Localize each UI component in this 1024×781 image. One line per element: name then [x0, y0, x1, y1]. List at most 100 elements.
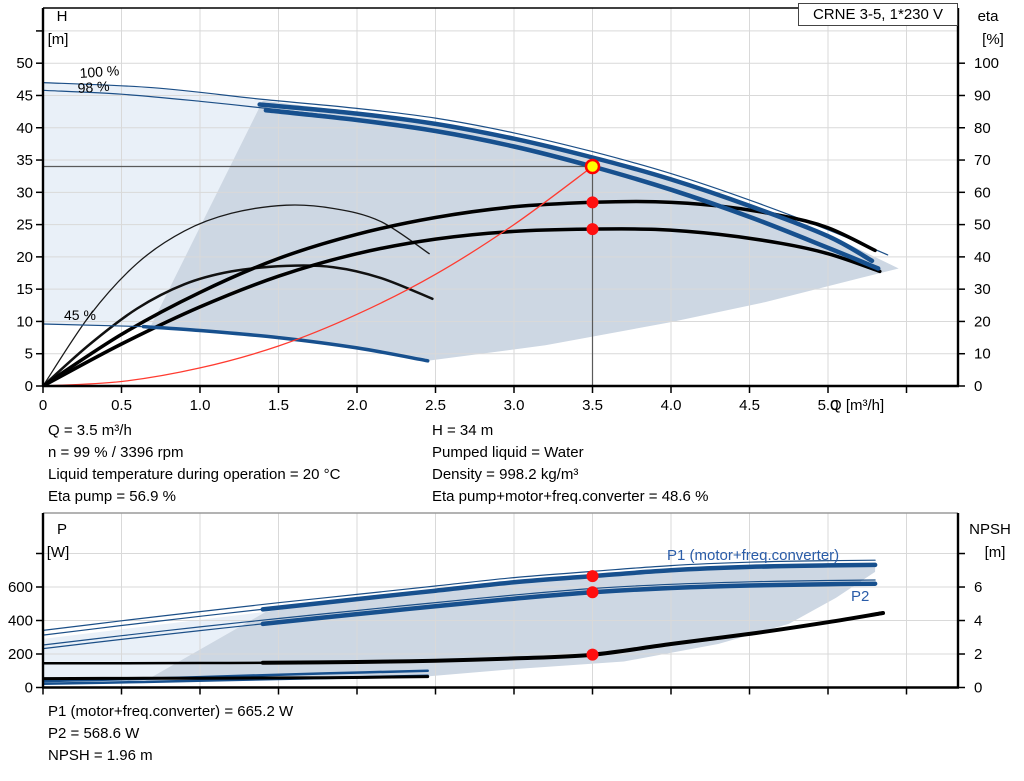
svg-text:[m]: [m]	[985, 544, 1006, 561]
info-line-liquid: Pumped liquid = Water	[432, 444, 584, 461]
info-line-n: n = 99 % / 3396 rpm	[48, 444, 184, 461]
curve-100pct	[257, 102, 875, 264]
region-envelope-light	[43, 82, 263, 328]
svg-text:0: 0	[25, 680, 33, 697]
value-marker	[586, 648, 599, 661]
axis-tick-labels: 0510152025303540455001020304050607080901…	[16, 8, 1004, 414]
value-marker	[586, 223, 599, 236]
axis-ticks	[36, 552, 965, 695]
curve-system-red	[42, 165, 594, 387]
svg-text:P: P	[57, 521, 67, 538]
svg-text:4.5: 4.5	[739, 397, 760, 414]
curve-label: 98 %	[77, 78, 110, 96]
svg-text:45: 45	[16, 87, 33, 104]
curve-p1-upper-thin	[42, 559, 876, 631]
svg-text:1.0: 1.0	[190, 397, 211, 414]
curve-eta-total-45	[42, 264, 434, 387]
svg-text:20: 20	[974, 313, 991, 330]
svg-text:400: 400	[8, 613, 33, 630]
svg-text:1.5: 1.5	[268, 397, 289, 414]
curve-eta-total	[42, 227, 882, 387]
curve-label: P1 (motor+freq.converter)	[667, 547, 839, 564]
svg-text:600: 600	[8, 579, 33, 596]
pump-title-box: CRNE 3-5, 1*230 V	[798, 3, 958, 26]
svg-text:2.5: 2.5	[425, 397, 446, 414]
info-line-eta-total: Eta pump+motor+freq.converter = 48.6 %	[432, 488, 709, 505]
axis-ticks	[36, 30, 965, 393]
curve-npsh-45	[42, 675, 430, 681]
svg-text:[W]: [W]	[47, 544, 70, 561]
info-line-density: Density = 998.2 kg/m³	[432, 466, 579, 483]
svg-text:35: 35	[16, 152, 33, 169]
duty-point-marker	[584, 158, 601, 175]
svg-text:40: 40	[16, 120, 33, 137]
svg-text:0: 0	[974, 378, 982, 395]
info-line-temp: Liquid temperature during operation = 20…	[48, 466, 341, 483]
svg-text:2: 2	[974, 646, 982, 663]
svg-text:5: 5	[25, 346, 33, 363]
duty-info-right: H = 34 m Pumped liquid = Water Density =…	[432, 420, 708, 508]
svg-text:60: 60	[974, 184, 991, 201]
svg-text:10: 10	[974, 346, 991, 363]
value-marker	[586, 196, 599, 209]
svg-text:15: 15	[16, 281, 33, 298]
info-line-p2: P2 = 568.6 W	[48, 725, 140, 742]
svg-text:2.0: 2.0	[347, 397, 368, 414]
svg-text:0: 0	[39, 397, 47, 414]
curve-p1-thin	[42, 607, 272, 636]
svg-text:20: 20	[16, 249, 33, 266]
duty-info-left: Q = 3.5 m³/h n = 99 % / 3396 rpm Liquid …	[48, 420, 340, 508]
svg-text:[m]: [m]	[48, 31, 69, 48]
info-line-q: Q = 3.5 m³/h	[48, 422, 132, 439]
info-line-eta-pump: Eta pump = 56.9 %	[48, 488, 176, 505]
svg-text:200: 200	[8, 646, 33, 663]
svg-text:eta: eta	[978, 8, 1000, 25]
svg-text:50: 50	[16, 55, 33, 72]
power-npsh-chart: P1 (motor+freq.converter) P2 0 200 400 600 0 2 4…	[8, 512, 1011, 697]
curve-p2-upper-thin	[42, 579, 876, 646]
svg-text:25: 25	[16, 217, 33, 234]
svg-text:3.0: 3.0	[504, 397, 525, 414]
curve-npsh-thin	[42, 661, 280, 665]
value-marker	[586, 570, 599, 583]
curve-label: P2	[851, 588, 869, 605]
svg-text:50: 50	[974, 217, 991, 234]
svg-text:0: 0	[25, 378, 33, 395]
svg-text:NPSH: NPSH	[969, 521, 1011, 538]
curve-label: 45 %	[64, 307, 96, 323]
svg-text:5.0: 5.0	[818, 397, 839, 414]
svg-text:30: 30	[974, 281, 991, 298]
svg-text:10: 10	[16, 313, 33, 330]
svg-text:30: 30	[16, 184, 33, 201]
svg-text:80: 80	[974, 120, 991, 137]
curve-eta-pump-45	[42, 204, 430, 387]
value-marker	[586, 586, 599, 599]
power-info-block: P1 (motor+freq.converter) = 665.2 W P2 =…	[48, 701, 293, 767]
region-envelope-dark	[143, 565, 876, 682]
svg-text:4: 4	[974, 613, 982, 630]
curve-100pct-thin	[42, 82, 889, 256]
svg-text:[%]: [%]	[982, 31, 1004, 48]
curve-45pct	[141, 324, 430, 363]
curve-45pct-thin	[42, 323, 145, 328]
gridlines	[43, 8, 958, 386]
svg-text:40: 40	[974, 249, 991, 266]
svg-text:0: 0	[974, 680, 982, 697]
curve-p2-thin	[42, 622, 272, 650]
svg-text:6: 6	[974, 579, 982, 596]
qh-performance-chart: 100 %98 % 45 % 0 5 10 15 20 25 30 35 40 45 50 0 10 20 30…	[16, 7, 1004, 414]
svg-text:H: H	[57, 8, 68, 25]
plot-border	[41, 512, 960, 689]
svg-text:3.5: 3.5	[582, 397, 603, 414]
svg-text:100: 100	[974, 55, 999, 72]
svg-text:0.5: 0.5	[111, 397, 132, 414]
svg-text:70: 70	[974, 152, 991, 169]
info-line-h: H = 34 m	[432, 422, 494, 439]
info-line-p1: P1 (motor+freq.converter) = 665.2 W	[48, 703, 294, 720]
info-line-npsh: NPSH = 1.96 m	[48, 747, 153, 764]
gridlines	[43, 513, 958, 688]
curve-label: 100 %	[79, 62, 120, 81]
axis-tick-labels: 0 200 400 600 0 2 4 6 P [W] NPSH [m]	[8, 521, 1011, 697]
